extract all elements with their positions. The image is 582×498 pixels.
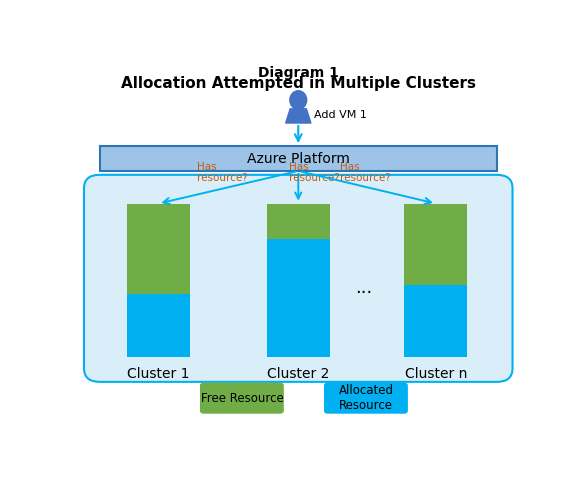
Ellipse shape [290,91,307,109]
Text: Diagram 1: Diagram 1 [258,66,339,80]
Bar [404,285,467,357]
FancyBboxPatch shape [324,382,408,414]
Text: Has
resource?: Has resource? [340,162,391,183]
Bar [267,204,330,239]
Text: Has
resource?: Has resource? [197,162,247,183]
Text: Allocated
Resource: Allocated Resource [338,384,393,412]
Bar [127,204,190,294]
Polygon shape [286,109,311,123]
Bar [404,204,467,285]
FancyBboxPatch shape [84,175,513,382]
Text: Add VM 1: Add VM 1 [314,111,367,121]
FancyBboxPatch shape [200,382,284,414]
Text: Cluster 2: Cluster 2 [267,367,329,380]
Text: Has
resource?: Has resource? [289,162,340,183]
FancyBboxPatch shape [100,146,497,171]
Text: Azure Platform: Azure Platform [247,151,350,165]
Bar [127,294,190,357]
Text: Cluster n: Cluster n [404,367,467,380]
Text: Allocation Attempted in Multiple Clusters: Allocation Attempted in Multiple Cluster… [121,76,475,91]
Text: ...: ... [355,279,372,297]
Text: Free Resource: Free Resource [201,391,283,405]
Bar [267,239,330,357]
Text: Cluster 1: Cluster 1 [127,367,190,380]
